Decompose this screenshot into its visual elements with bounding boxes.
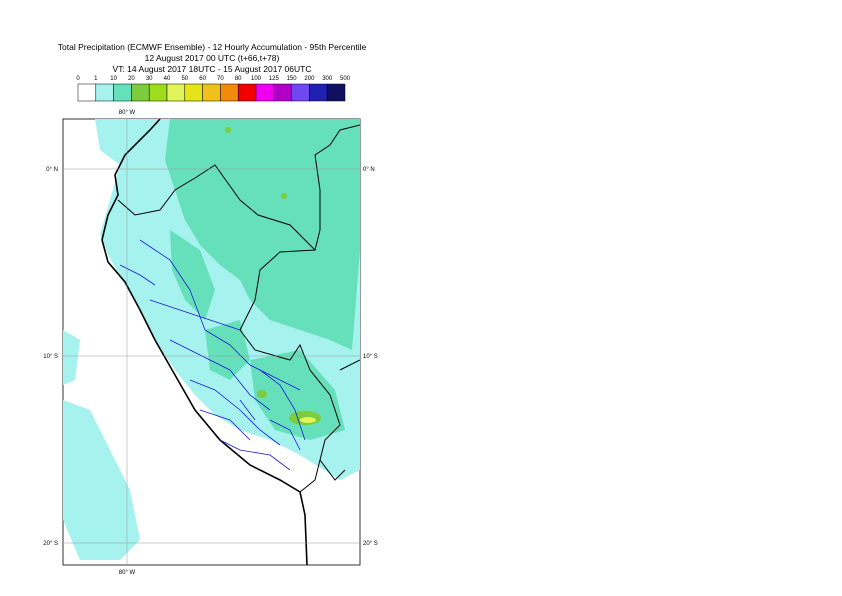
legend-label: 50 [181,76,188,82]
legend-label: 1 [94,76,98,82]
borders [63,119,360,565]
border-south [299,459,321,493]
legend-swatch [291,83,310,102]
legend-swatch [326,83,346,102]
legend-swatch [220,83,239,102]
precip-field [63,119,360,560]
legend-swatch [95,83,114,102]
legend-label: 70 [217,76,224,82]
border-north [117,124,360,251]
lat-label: 20° S [363,541,378,547]
legend-label: 80 [235,76,242,82]
legend-swatch [148,83,168,102]
provinces [119,239,306,471]
legend-swatch [309,83,328,102]
legend-swatch [237,83,257,102]
legend-label: 150 [287,76,298,82]
legend-swatch [77,83,97,102]
base-time: 12 August 2017 00 UTC (t+66,t+78) [145,53,280,63]
legend-swatch [255,83,275,102]
lat-label: 0° N [46,167,58,173]
map-area: 80° W 80° W 0° N 0° N 10° S 10° S 20° S … [43,110,378,576]
legend-label: 0 [76,76,80,82]
border-east-2 [339,359,360,371]
lat-label: 0° N [363,167,375,173]
lat-label: 10° S [363,354,378,360]
legend-swatch [273,83,292,102]
title: Total Precipitation (ECMWF Ensemble) - 1… [58,42,367,52]
legend-label: 100 [251,76,262,82]
legend-swatch [131,83,150,102]
lat-label: 20° S [43,541,58,547]
legend-label: 125 [269,76,280,82]
legend-label: 10 [110,76,117,82]
legend: 0 1 10 20 30 40 50 60 70 80 100 125 150 200 300 500 [76,76,351,102]
coastline [101,119,308,565]
legend-label: 500 [340,76,351,82]
legend-swatch [184,83,203,102]
lon-label: 80° W [119,570,136,576]
legend-label: 60 [199,76,206,82]
border-east [239,249,346,481]
lon-label: 80° W [119,110,136,116]
legend-label: 40 [164,76,171,82]
legend-swatch [202,83,221,102]
legend-label: 30 [146,76,153,82]
legend-label: 200 [304,76,315,82]
legend-swatch [166,83,186,102]
lat-label: 10° S [43,354,58,360]
legend-label: 300 [322,76,333,82]
valid-time: VT: 14 August 2017 18UTC - 15 August 201… [113,64,312,74]
legend-label: 20 [128,76,135,82]
legend-swatch [113,83,132,102]
